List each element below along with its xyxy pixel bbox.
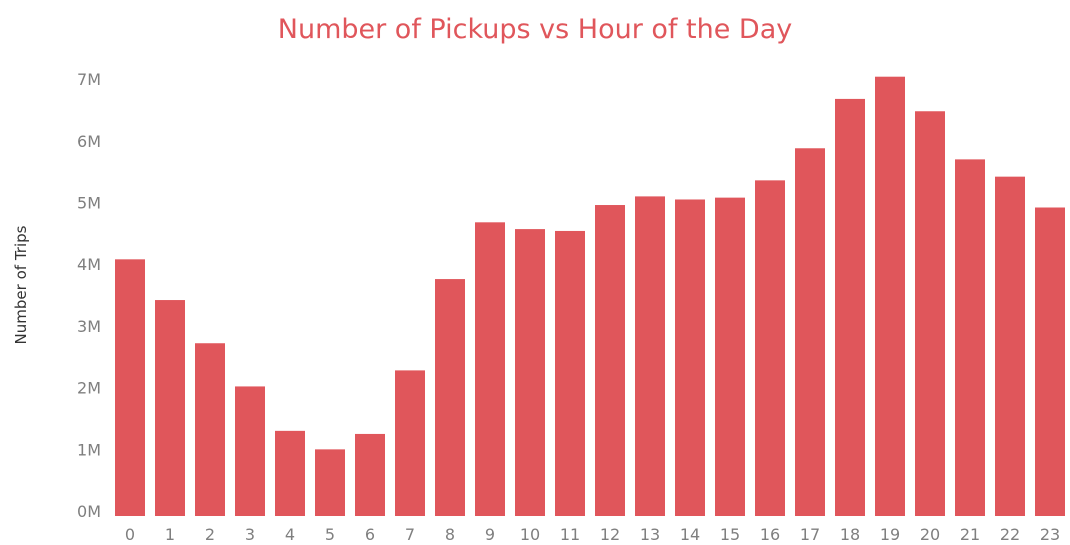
bar-hour-23[interactable] bbox=[1035, 207, 1065, 517]
y-tick-label: 0M bbox=[77, 502, 101, 521]
bar-hour-15[interactable] bbox=[715, 197, 745, 517]
x-tick-label: 1 bbox=[165, 525, 175, 544]
x-tick-label: 14 bbox=[680, 525, 700, 544]
bar-hour-11[interactable] bbox=[555, 230, 585, 517]
chart-title: Number of Pickups vs Hour of the Day bbox=[278, 14, 792, 45]
x-tick-label: 19 bbox=[880, 525, 900, 544]
y-tick-label: 3M bbox=[77, 317, 101, 336]
bar-hour-3[interactable] bbox=[235, 386, 265, 516]
bar-hour-19[interactable] bbox=[875, 76, 905, 517]
y-tick-label: 2M bbox=[77, 379, 101, 398]
bar-hour-20[interactable] bbox=[915, 111, 945, 517]
x-tick-label: 22 bbox=[1000, 525, 1020, 544]
x-tick-label: 0 bbox=[125, 525, 135, 544]
bar-hour-17[interactable] bbox=[795, 148, 825, 516]
x-tick-label: 3 bbox=[245, 525, 255, 544]
x-tick-label: 11 bbox=[560, 525, 580, 544]
x-tick-label: 10 bbox=[520, 525, 540, 544]
x-tick-label: 6 bbox=[365, 525, 375, 544]
y-tick-label: 7M bbox=[77, 70, 101, 89]
bar-hour-13[interactable] bbox=[635, 196, 665, 517]
y-tick-label: 6M bbox=[77, 132, 101, 151]
x-tick-label: 16 bbox=[760, 525, 780, 544]
x-tick-label: 5 bbox=[325, 525, 335, 544]
bar-hour-5[interactable] bbox=[315, 449, 345, 516]
bar-hour-22[interactable] bbox=[995, 176, 1025, 516]
bar-hour-12[interactable] bbox=[595, 205, 625, 517]
bars-group bbox=[115, 76, 1065, 517]
bar-hour-14[interactable] bbox=[675, 199, 705, 516]
bar-hour-0[interactable] bbox=[115, 259, 145, 516]
bar-hour-16[interactable] bbox=[755, 180, 785, 517]
bar-hour-1[interactable] bbox=[155, 300, 185, 516]
x-axis-ticks: 0 1 2 3 4 5 6 7 8 9 10 11 12 13 14 15 16 17 18 19 20 21 22 23 bbox=[125, 525, 1060, 544]
bar-hour-21[interactable] bbox=[955, 159, 985, 516]
x-tick-label: 20 bbox=[920, 525, 940, 544]
bar-hour-4[interactable] bbox=[275, 430, 305, 516]
x-tick-label: 9 bbox=[485, 525, 495, 544]
bar-hour-10[interactable] bbox=[515, 229, 545, 516]
bar-hour-7[interactable] bbox=[395, 370, 425, 516]
y-tick-label: 5M bbox=[77, 194, 101, 213]
y-tick-label: 4M bbox=[77, 255, 101, 274]
y-axis-title: Number of Trips bbox=[12, 225, 30, 344]
bar-hour-9[interactable] bbox=[475, 222, 505, 517]
x-tick-label: 15 bbox=[720, 525, 740, 544]
bar-hour-8[interactable] bbox=[435, 279, 465, 516]
x-tick-label: 8 bbox=[445, 525, 455, 544]
x-tick-label: 21 bbox=[960, 525, 980, 544]
bar-hour-2[interactable] bbox=[195, 343, 225, 516]
x-tick-label: 7 bbox=[405, 525, 415, 544]
bar-hour-18[interactable] bbox=[835, 98, 865, 517]
x-tick-label: 12 bbox=[600, 525, 620, 544]
y-tick-label: 1M bbox=[77, 440, 101, 459]
y-axis-ticks: 0M 1M 2M 3M 4M 5M 6M 7M bbox=[77, 70, 101, 521]
x-tick-label: 18 bbox=[840, 525, 860, 544]
bar-hour-6[interactable] bbox=[355, 433, 385, 516]
x-tick-label: 23 bbox=[1040, 525, 1060, 544]
x-tick-label: 17 bbox=[800, 525, 820, 544]
x-tick-label: 2 bbox=[205, 525, 215, 544]
x-tick-label: 4 bbox=[285, 525, 295, 544]
x-tick-label: 13 bbox=[640, 525, 660, 544]
